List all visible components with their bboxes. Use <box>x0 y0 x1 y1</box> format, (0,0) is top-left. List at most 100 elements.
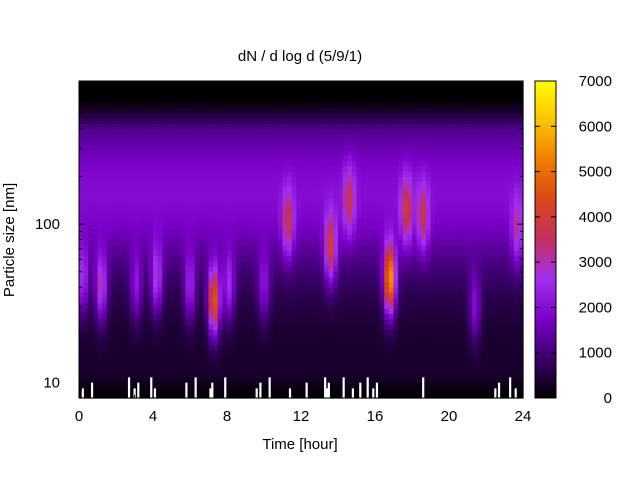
heatmap-cell <box>236 123 241 129</box>
heatmap-cell <box>204 382 209 388</box>
heatmap-cell <box>227 271 232 277</box>
heatmap-cell <box>426 129 431 135</box>
heatmap-cell <box>347 144 352 150</box>
heatmap-cell <box>412 166 417 172</box>
heatmap-cell <box>458 382 463 388</box>
heatmap-cell <box>278 155 283 161</box>
heatmap-cell <box>454 245 459 251</box>
heatmap-cell <box>357 303 362 309</box>
heatmap-cell <box>333 329 338 335</box>
heatmap-cell <box>111 298 116 304</box>
heatmap-cell <box>259 324 264 330</box>
heatmap-cell <box>93 282 98 288</box>
heatmap-cell <box>190 319 195 325</box>
heatmap-cell <box>204 255 209 261</box>
heatmap-cell <box>435 171 440 177</box>
heatmap-cell <box>116 160 121 166</box>
heatmap-cell <box>139 129 144 135</box>
heatmap-cell <box>246 303 251 309</box>
heatmap-cell <box>236 292 241 298</box>
heatmap-cell <box>292 382 297 388</box>
heatmap-cell <box>431 229 436 235</box>
heatmap-cell <box>153 113 158 119</box>
heatmap-cell <box>264 192 269 198</box>
heatmap-cell <box>255 292 260 298</box>
heatmap-cell <box>278 382 283 388</box>
heatmap-cell <box>343 197 348 203</box>
heatmap-cell <box>269 276 274 282</box>
heatmap-cell <box>329 335 334 341</box>
heatmap-cell <box>167 282 172 288</box>
heatmap-cell <box>135 208 140 214</box>
heatmap-cell <box>283 282 288 288</box>
heatmap-cell <box>185 276 190 282</box>
heatmap-cell <box>431 123 436 129</box>
heatmap-cell <box>264 81 269 87</box>
heatmap-cell <box>199 372 204 378</box>
heatmap-cell <box>121 282 126 288</box>
heatmap-cell <box>259 92 264 98</box>
heatmap-cell <box>98 287 103 293</box>
heatmap-cell <box>412 266 417 272</box>
heatmap-cell <box>236 187 241 193</box>
heatmap-cell <box>259 303 264 309</box>
heatmap-cell <box>116 261 121 267</box>
heatmap-cell <box>449 171 454 177</box>
heatmap-cell <box>292 118 297 124</box>
heatmap-cell <box>176 329 181 335</box>
heatmap-cell <box>375 107 380 113</box>
heatmap-cell <box>333 319 338 325</box>
heatmap-cell <box>236 150 241 156</box>
heatmap-cell <box>167 129 172 135</box>
heatmap-cell <box>79 134 84 140</box>
heatmap-cell <box>222 271 227 277</box>
heatmap-cell <box>370 102 375 108</box>
heatmap-cell <box>144 224 149 230</box>
heatmap-cell <box>139 303 144 309</box>
heatmap-cell <box>111 356 116 362</box>
heatmap-cell <box>176 250 181 256</box>
heatmap-cell <box>172 276 177 282</box>
heatmap-cell <box>458 218 463 224</box>
heatmap-cell <box>185 213 190 219</box>
heatmap-cell <box>412 107 417 113</box>
heatmap-cell <box>283 86 288 92</box>
heatmap-cell <box>407 313 412 319</box>
heatmap-cell <box>93 361 98 367</box>
heatmap-cell <box>343 81 348 87</box>
heatmap-cell <box>458 298 463 304</box>
heatmap-cell <box>111 366 116 372</box>
heatmap-cell <box>107 218 112 224</box>
heatmap-cell <box>102 382 107 388</box>
heatmap-cell <box>343 298 348 304</box>
heatmap-cell <box>370 123 375 129</box>
heatmap-cell <box>310 113 315 119</box>
heatmap-cell <box>204 113 209 119</box>
heatmap-cell <box>227 81 232 87</box>
heatmap-cell <box>412 192 417 198</box>
heatmap-cell <box>352 308 357 314</box>
heatmap-cell <box>329 86 334 92</box>
heatmap-cell <box>398 313 403 319</box>
heatmap-cell <box>195 166 200 172</box>
heatmap-cell <box>167 86 172 92</box>
heatmap-cell <box>329 192 334 198</box>
heatmap-cell <box>98 229 103 235</box>
heatmap-cell <box>301 213 306 219</box>
heatmap-cell <box>407 350 412 356</box>
heatmap-cell <box>287 107 292 113</box>
heatmap-cell <box>338 213 343 219</box>
heatmap-cell <box>421 234 426 240</box>
heatmap-cell <box>278 271 283 277</box>
heatmap-cell <box>431 287 436 293</box>
heatmap-cell <box>329 113 334 119</box>
heatmap-cell <box>269 255 274 261</box>
heatmap-cell <box>380 335 385 341</box>
heatmap-cell <box>116 192 121 198</box>
heatmap-cell <box>283 324 288 330</box>
heatmap-cell <box>449 282 454 288</box>
heatmap-cell <box>199 350 204 356</box>
heatmap-cell <box>204 287 209 293</box>
heatmap-cell <box>185 171 190 177</box>
heatmap-cell <box>384 113 389 119</box>
